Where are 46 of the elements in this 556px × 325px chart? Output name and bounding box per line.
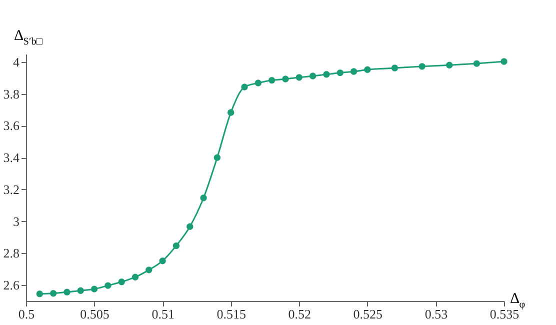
point (172, 242, 180, 250)
point (500, 58, 508, 65)
point (118, 278, 125, 286)
x-tick-label: 0.53 (424, 306, 448, 322)
y-tick-label: 2.6 (3, 278, 20, 293)
point (336, 69, 344, 76)
point (50, 290, 57, 297)
x-tick-label: 0.505 (80, 306, 110, 322)
y-tick-label: 3.8 (3, 86, 20, 102)
point (36, 290, 44, 298)
y-tick-label: 3.2 (3, 182, 20, 197)
x-tick-label: 0.535 (490, 306, 520, 322)
x-tick-label: 0.52 (288, 306, 312, 322)
point (90, 286, 98, 292)
point (159, 257, 166, 264)
point (282, 76, 289, 82)
x-tick-label: 0.51 (152, 306, 174, 322)
point (350, 68, 358, 75)
point (241, 84, 248, 90)
point (104, 282, 112, 289)
point (228, 109, 234, 116)
point (77, 287, 84, 294)
point (323, 71, 330, 78)
y-tick-label: 2.8 (3, 246, 20, 261)
point (64, 288, 70, 296)
point (418, 63, 426, 70)
point (214, 154, 221, 161)
point (146, 266, 152, 274)
y-tick-label: 3 (13, 214, 20, 229)
point (132, 274, 139, 280)
point (200, 194, 207, 202)
point (268, 76, 276, 84)
y-tick-label: 3.4 (3, 150, 20, 166)
point (473, 60, 480, 67)
point (364, 66, 371, 73)
x-tick-label: 0.525 (353, 306, 383, 322)
x-tick-label: 0.5 (18, 306, 35, 322)
point (296, 74, 302, 81)
point (391, 64, 398, 72)
y-tick-label: 3.6 (3, 118, 20, 134)
x-tick-label: 0.515 (216, 306, 246, 322)
point (309, 72, 316, 80)
point (446, 62, 453, 68)
point (254, 80, 262, 86)
y-tick-label: 4 (13, 54, 20, 70)
point (186, 223, 194, 230)
